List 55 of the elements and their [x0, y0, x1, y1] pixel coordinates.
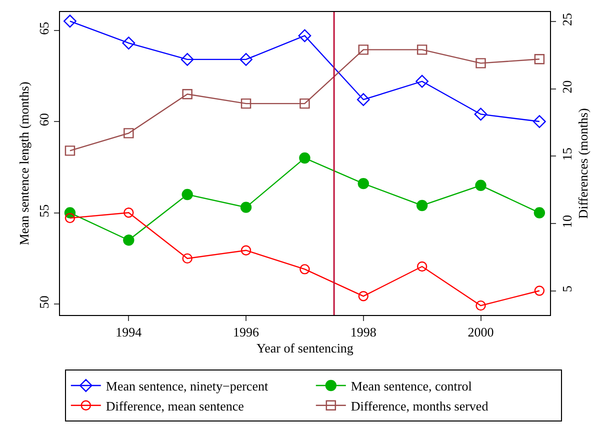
point — [476, 300, 486, 311]
point — [299, 152, 310, 164]
point — [124, 208, 134, 218]
x-tick-label: 1994 — [116, 324, 142, 340]
point — [475, 180, 486, 191]
legend-label: Mean sentence, ninety−percent — [106, 378, 268, 394]
y2-tick-label: 5 — [560, 286, 575, 292]
x-axis-title: Year of sentencing — [256, 340, 354, 356]
x-tick-label: 1998 — [350, 324, 376, 340]
point — [356, 93, 370, 106]
point — [358, 44, 368, 55]
y2-axis-title: Differences (months) — [575, 108, 590, 219]
y-tick-label: 60 — [36, 113, 52, 126]
point — [416, 261, 428, 272]
point — [240, 202, 252, 213]
y-tick-label: 55 — [36, 204, 52, 218]
point — [182, 253, 192, 264]
point — [122, 36, 136, 50]
point — [534, 286, 545, 296]
point — [532, 115, 546, 128]
point — [64, 14, 76, 28]
point — [300, 98, 310, 109]
point — [358, 291, 368, 302]
point — [474, 108, 488, 121]
y-axis-title: Mean sentence length (months) — [16, 82, 32, 246]
point — [298, 29, 312, 42]
x-tick-label: 1996 — [233, 324, 260, 340]
point — [240, 53, 252, 66]
y2-tick-label: 15 — [560, 148, 575, 161]
point — [123, 234, 134, 246]
point — [182, 188, 193, 200]
y-tick-label: 65 — [36, 22, 52, 35]
point — [358, 178, 369, 190]
point — [416, 200, 428, 212]
point — [64, 146, 76, 156]
point — [240, 245, 252, 256]
point — [416, 74, 429, 88]
point — [476, 58, 486, 68]
y2-tick-label: 25 — [560, 12, 575, 26]
point — [64, 212, 76, 224]
x-tick-label: 2000 — [468, 324, 494, 340]
point — [416, 44, 428, 55]
legend-label: Difference, mean sentence — [106, 398, 244, 414]
y-tick-label: 50 — [36, 296, 52, 309]
legend-label: Mean sentence, control — [350, 378, 472, 394]
legend-label: Difference, months served — [350, 398, 489, 414]
point — [124, 128, 134, 138]
point — [182, 89, 192, 100]
point — [534, 207, 546, 218]
point — [300, 264, 310, 274]
y2-tick-label: 10 — [560, 214, 575, 228]
point — [180, 53, 194, 66]
point — [534, 54, 545, 64]
point — [240, 98, 252, 109]
y2-tick-label: 20 — [560, 80, 575, 94]
